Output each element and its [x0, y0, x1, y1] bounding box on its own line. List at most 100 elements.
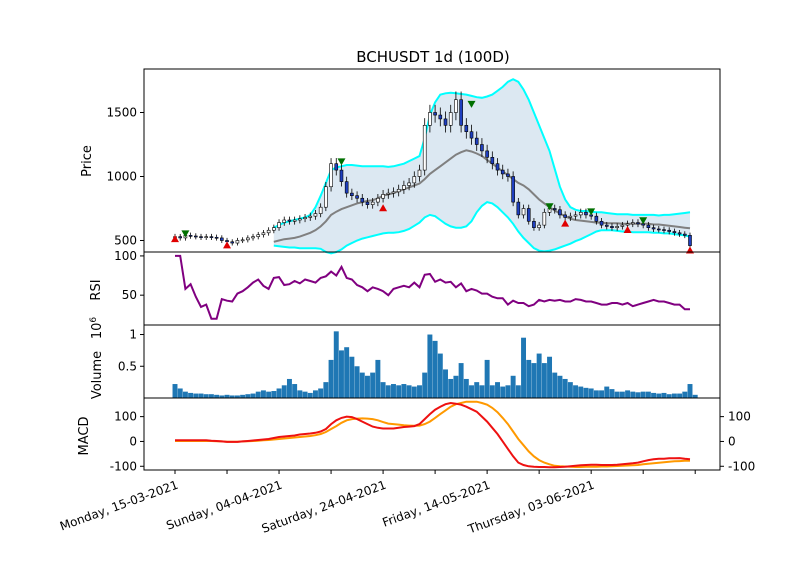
candle-body — [298, 218, 302, 221]
volume-bar — [380, 382, 386, 398]
candle-body — [365, 201, 370, 205]
volume-bar — [338, 350, 344, 398]
rsi-axis-label: RSI — [89, 279, 104, 300]
candle-body — [604, 224, 609, 227]
volume-bar — [406, 385, 412, 398]
volume-bar — [193, 393, 199, 398]
candle-body — [615, 226, 619, 228]
candle-body — [667, 229, 671, 232]
candle-body — [552, 208, 557, 211]
candle-body — [454, 99, 458, 113]
candle-body — [480, 144, 484, 152]
volume-bar — [661, 392, 667, 398]
volume-bar — [208, 394, 214, 398]
chart-title: BCHUSDT 1d (100D) — [356, 48, 509, 66]
volume-bar — [651, 392, 657, 398]
rsi-panel: 50 100 — [114, 249, 721, 326]
candle-body — [277, 222, 281, 228]
y-tick-label: -100 — [110, 459, 137, 473]
candle-body — [448, 112, 453, 126]
candle-body — [558, 209, 562, 216]
volume-bar — [531, 363, 537, 398]
candle-body — [578, 212, 583, 216]
volume-bar — [255, 391, 261, 398]
volume-bar — [588, 388, 594, 398]
y-tick-label: 100 — [114, 410, 137, 424]
volume-bar — [469, 385, 474, 398]
y-tick-label: 50 — [122, 288, 137, 302]
volume-bar — [417, 385, 422, 398]
candle-body — [230, 241, 235, 244]
volume-bar — [474, 382, 480, 398]
candle-body — [339, 169, 344, 182]
volume-bar — [333, 331, 339, 398]
candle-body — [391, 191, 396, 194]
volume-bar — [640, 391, 646, 398]
buy-signal-marker — [561, 219, 570, 227]
candle-body — [469, 131, 474, 139]
volume-bar — [260, 390, 266, 398]
volume-bar — [557, 375, 563, 398]
candle-body — [620, 224, 625, 227]
volume-bar — [443, 369, 448, 398]
volume-bar — [463, 378, 469, 398]
volume-bar — [604, 386, 610, 398]
candle-body — [682, 233, 687, 236]
candle-body — [178, 236, 183, 239]
candle-body — [396, 188, 401, 193]
candle-body — [490, 157, 495, 164]
candle-body — [402, 185, 406, 190]
candle-body — [630, 222, 635, 225]
right-y-tick-label: -100 — [728, 459, 755, 473]
volume-bar — [677, 393, 683, 398]
volume-bar — [552, 372, 558, 398]
sell-signal-marker — [467, 100, 476, 108]
candle-body — [428, 112, 432, 126]
volume-bar — [489, 385, 495, 398]
candle-body — [594, 215, 599, 222]
buy-signal-marker — [223, 241, 232, 249]
volume-bar — [328, 359, 334, 398]
candle-body — [303, 217, 307, 220]
volume-bar — [484, 359, 490, 398]
sell-signal-marker — [639, 217, 648, 225]
candle-body — [417, 169, 422, 177]
candle-body — [651, 227, 656, 230]
volume-bar — [198, 393, 204, 398]
candle-body — [636, 222, 640, 225]
volume-bar — [276, 388, 282, 398]
volume-bar — [354, 366, 360, 398]
volume-bar — [391, 384, 396, 398]
candle-body — [516, 201, 521, 216]
volume-bar — [510, 375, 516, 398]
candle-body — [209, 236, 214, 238]
candle-body — [459, 99, 463, 126]
candle-body — [246, 237, 250, 241]
candle-body — [537, 224, 541, 228]
candle-body — [376, 197, 380, 203]
candle-body — [511, 176, 515, 203]
volume-panel: 0.51 — [118, 324, 721, 399]
y-tick-label: 1500 — [106, 106, 137, 120]
rsi-frame — [143, 251, 721, 326]
volume-bar — [593, 390, 599, 398]
macd-panel: -100 0 100 -100 0 100 — [110, 397, 755, 473]
candle-body — [220, 237, 224, 241]
candle-body — [506, 173, 510, 177]
volume-bar — [437, 353, 443, 398]
candle-body — [324, 186, 328, 208]
volume-bar — [266, 391, 272, 398]
volume-bar — [635, 392, 641, 398]
bollinger-upper-line — [273, 78, 691, 229]
candle-body — [240, 239, 245, 242]
right-y-tick-label: 100 — [728, 410, 751, 424]
candle-body — [266, 229, 271, 234]
volume-bar — [245, 394, 251, 398]
candle-body — [433, 112, 437, 116]
volume-bar — [521, 337, 527, 398]
volume-bar — [297, 390, 303, 398]
volume-axis-scale: 106 — [89, 317, 105, 340]
candle-body — [573, 214, 578, 217]
volume-bar — [271, 391, 277, 398]
